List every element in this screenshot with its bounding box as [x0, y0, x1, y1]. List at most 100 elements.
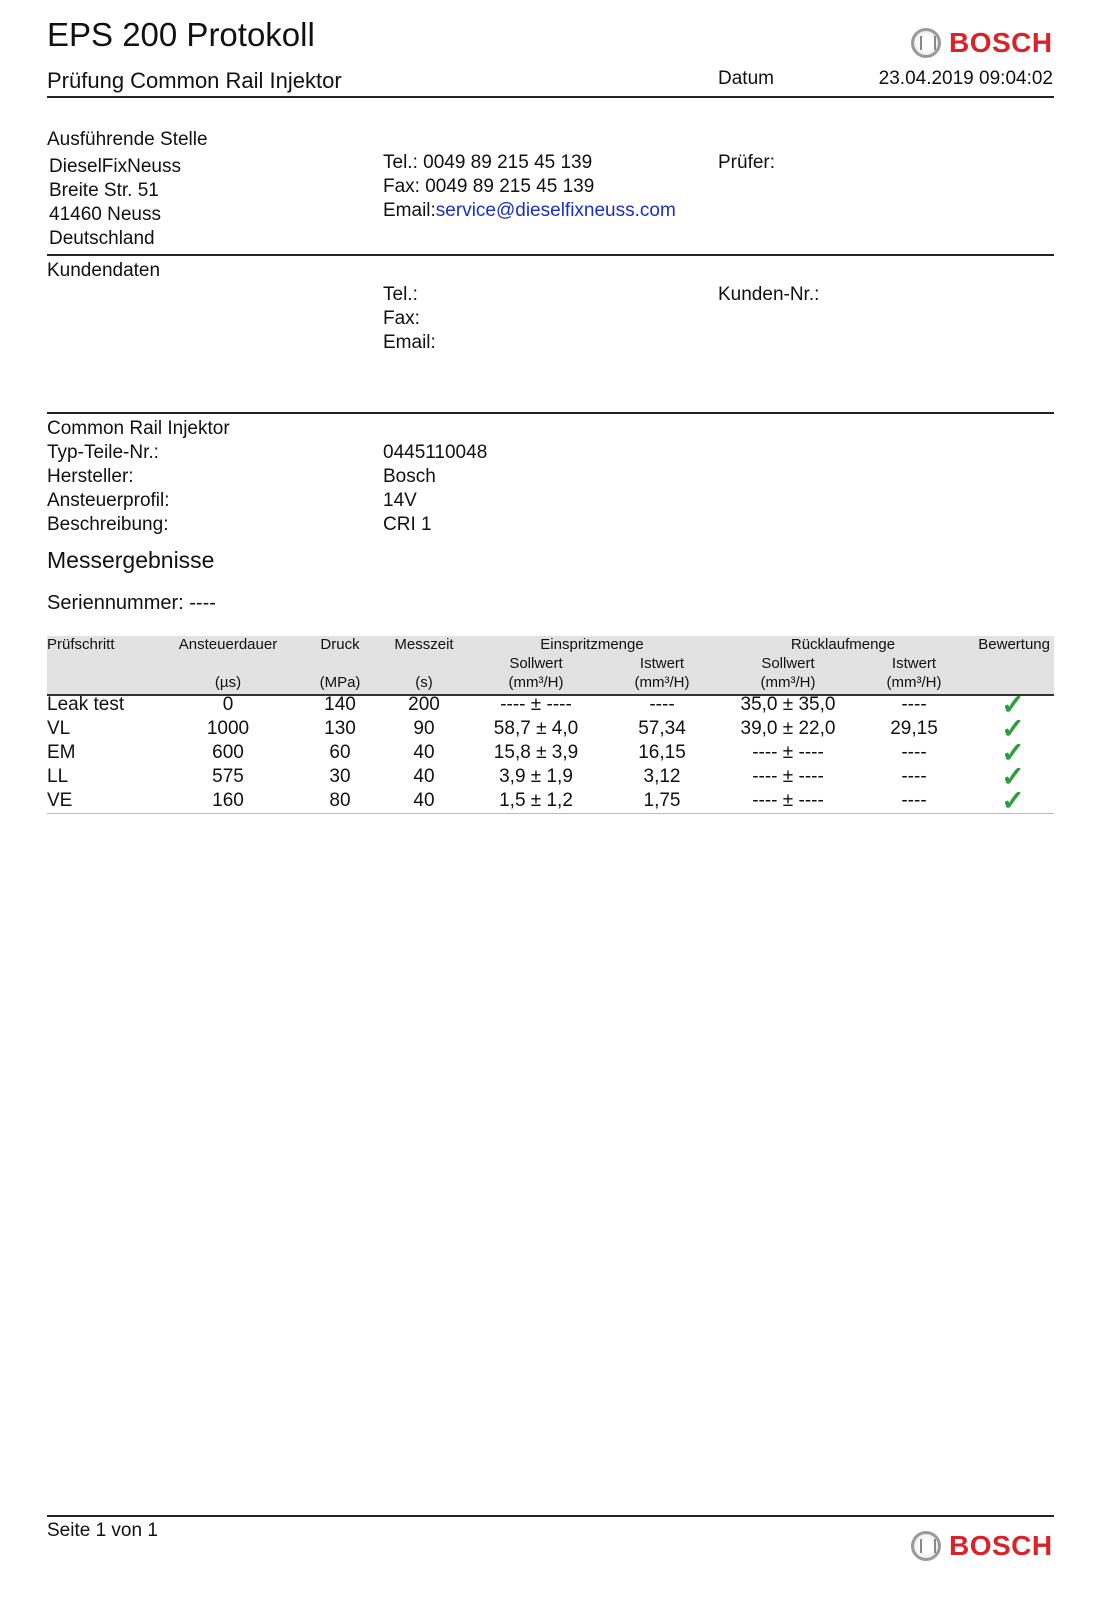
- col-time-unit: (s): [415, 674, 433, 691]
- col-time: Messzeit: [394, 636, 454, 653]
- customer-no-label: Kunden-Nr.:: [718, 284, 820, 305]
- col-inj-nominal: Sollwert: [509, 655, 563, 672]
- table-row: Leak test 0 140 200 ---- ± ---- ---- 35,0 ± 35…: [47, 689, 1054, 720]
- cell-ret-nom: ---- ± ----: [752, 742, 824, 763]
- customer-email-label: Email:: [383, 332, 436, 353]
- report-subtitle: Prüfung Common Rail Injektor: [47, 68, 342, 93]
- cell-duration: 1000: [206, 718, 250, 739]
- cell-step: Leak test: [47, 694, 125, 715]
- col-inj-actual: Istwert: [639, 655, 685, 672]
- report-title: EPS 200 Protokoll: [47, 16, 315, 53]
- injector-field-value: 14V: [383, 490, 417, 511]
- col-duration-unit: (µs): [214, 674, 242, 691]
- col-return: Rücklaufmenge: [790, 636, 896, 653]
- injector-field-label: Hersteller:: [47, 466, 134, 487]
- serial-number: Seriennummer: ----: [47, 592, 216, 614]
- customer-tel-label: Tel.:: [383, 284, 418, 305]
- site-country: Deutschland: [49, 228, 155, 249]
- footer-bosch-logo: BOSCH: [911, 1530, 1053, 1562]
- divider: [47, 254, 1054, 256]
- cell-ret-act: 29,15: [890, 718, 938, 739]
- injector-field-value: 0445110048: [383, 442, 488, 463]
- table-row: LL 575 30 40 3,9 ± 1,9 3,12 ---- ± ---- ---- ✓: [47, 761, 1054, 792]
- cell-time: 90: [413, 718, 435, 739]
- cell-pressure: 130: [324, 718, 356, 739]
- cell-ret-nom: ---- ± ----: [752, 790, 824, 811]
- cell-step: VE: [47, 790, 73, 811]
- site-street: Breite Str. 51: [49, 180, 159, 201]
- results-table-header: Prüfschritt Ansteuerdauer (µs) Druck (MP…: [47, 636, 1054, 696]
- col-duration: Ansteuerdauer: [178, 636, 278, 653]
- col-inj-actual-unit: (mm³/H): [634, 674, 690, 691]
- cell-inj-nom: ---- ± ----: [500, 694, 572, 715]
- bosch-wordmark: BOSCH: [949, 1530, 1053, 1561]
- col-ret-nominal-unit: (mm³/H): [760, 674, 816, 691]
- check-icon: ✓: [1001, 761, 1025, 792]
- cell-inj-act: 16,15: [638, 742, 686, 763]
- cell-inj-nom: 3,9 ± 1,9: [499, 766, 573, 787]
- cell-time: 40: [413, 790, 435, 811]
- cell-pressure: 80: [329, 790, 351, 811]
- site-city: 41460 Neuss: [49, 204, 161, 225]
- cell-duration: 0: [222, 694, 234, 715]
- cell-ret-act: ----: [901, 742, 927, 763]
- col-ret-nominal: Sollwert: [761, 655, 815, 672]
- cell-inj-nom: 58,7 ± 4,0: [493, 718, 579, 739]
- cell-duration: 575: [212, 766, 244, 787]
- injector-field-label: Ansteuerprofil:: [47, 490, 170, 511]
- bosch-wordmark: BOSCH: [949, 27, 1053, 58]
- site-email: Email:service@dieselfixneuss.com: [383, 200, 676, 221]
- divider: [47, 96, 1054, 98]
- col-ret-actual: Istwert: [891, 655, 937, 672]
- injector-field-value: Bosch: [383, 466, 436, 487]
- col-step: Prüfschritt: [47, 636, 115, 653]
- results-heading: Messergebnisse: [47, 547, 215, 573]
- cell-pressure: 30: [329, 766, 351, 787]
- cell-inj-act: 1,75: [643, 790, 681, 811]
- site-tel: Tel.: 0049 89 215 45 139: [383, 152, 593, 173]
- tester-label: Prüfer:: [718, 152, 776, 173]
- cell-time: 200: [408, 694, 440, 715]
- bosch-logo: BOSCH: [911, 27, 1053, 59]
- col-injection: Einspritzmenge: [540, 636, 644, 653]
- cell-inj-act: ----: [649, 694, 675, 715]
- check-icon: ✓: [1001, 737, 1025, 768]
- cell-step: VL: [47, 718, 71, 739]
- injector-field-value: CRI 1: [383, 514, 432, 535]
- site-name: DieselFixNeuss: [49, 156, 181, 177]
- cell-time: 40: [413, 742, 435, 763]
- cell-step: LL: [47, 766, 69, 787]
- email-link[interactable]: service@dieselfixneuss.com: [435, 200, 676, 221]
- cell-ret-act: ----: [901, 766, 927, 787]
- site-fax: Fax: 0049 89 215 45 139: [383, 176, 595, 197]
- col-rating: Bewertung: [978, 636, 1050, 653]
- bosch-armature-icon: [911, 1531, 941, 1561]
- divider: [47, 412, 1054, 414]
- table-row: EM 600 60 40 15,8 ± 3,9 16,15 ---- ± ---- ---- ✓: [47, 737, 1054, 768]
- cell-pressure: 140: [324, 694, 356, 715]
- col-pressure-unit: (MPa): [319, 674, 361, 691]
- cell-inj-nom: 15,8 ± 3,9: [493, 742, 579, 763]
- cell-inj-act: 3,12: [643, 766, 681, 787]
- cell-ret-nom: 35,0 ± 35,0: [740, 694, 836, 715]
- check-icon: ✓: [1001, 689, 1025, 720]
- cell-step: EM: [47, 742, 76, 763]
- check-icon: ✓: [1001, 785, 1025, 816]
- cell-ret-nom: ---- ± ----: [752, 766, 824, 787]
- cell-duration: 160: [212, 790, 244, 811]
- executing-site-heading: Ausführende Stelle: [47, 129, 208, 150]
- customer-heading: Kundendaten: [47, 260, 161, 281]
- cell-pressure: 60: [329, 742, 351, 763]
- cell-inj-act: 57,34: [638, 718, 686, 739]
- injector-field-label: Beschreibung:: [47, 514, 169, 535]
- table-row: VE 160 80 40 1,5 ± 1,2 1,75 ---- ± ---- ---- ✓: [47, 785, 1054, 816]
- table-row: VL 1000 130 90 58,7 ± 4,0 57,34 39,0 ± 22,0 29,…: [47, 713, 1054, 744]
- cell-ret-nom: 39,0 ± 22,0: [740, 718, 836, 739]
- check-icon: ✓: [1001, 713, 1025, 744]
- injector-heading: Common Rail Injektor: [47, 418, 230, 439]
- cell-duration: 600: [212, 742, 244, 763]
- bosch-armature-icon: [911, 28, 941, 58]
- footer-divider: [47, 1515, 1054, 1517]
- date-label: Datum: [718, 68, 774, 89]
